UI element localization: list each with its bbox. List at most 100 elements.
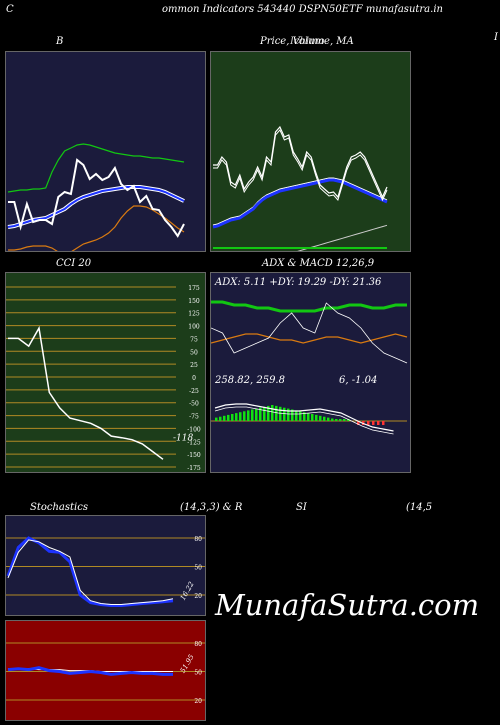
cci-tick-label: 25 — [190, 362, 198, 369]
adx-panel: ADX: 5.11 +DY: 19.29 -DY: 21.36 258.82, … — [210, 272, 411, 473]
price-ma-blue — [212, 178, 388, 229]
price-panel — [210, 51, 411, 295]
macd-histogram-bar — [339, 419, 342, 421]
price-line-shadow — [213, 129, 388, 202]
macd-signal-line — [214, 406, 394, 435]
adx-title: ADX & MACD 12,26,9 — [262, 258, 375, 269]
macd-histogram-bar — [255, 408, 258, 421]
macd-histogram-bar — [275, 405, 278, 421]
bollinger-panel — [5, 51, 206, 255]
cci-title: CCI 20 — [56, 258, 92, 269]
cci-tick-label: 150 — [188, 298, 200, 305]
macd-histogram-bar-neg — [367, 421, 370, 425]
cci-line — [8, 325, 164, 460]
macd-histogram-bar — [239, 412, 242, 421]
macd-histogram-bar — [271, 405, 274, 421]
macd-histogram-bar — [279, 406, 282, 421]
macd-histogram-bar-neg — [372, 421, 375, 425]
macd-histogram-bar — [243, 411, 246, 421]
macd-histogram-bar — [327, 417, 330, 421]
rsi-panel: 80 50 20 51.95 — [5, 620, 206, 721]
stochastics-d-line — [7, 539, 174, 605]
macd-histogram-bar — [259, 407, 262, 421]
macd-histogram-bar-neg — [382, 421, 385, 425]
adx-values: ADX: 5.11 +DY: 19.29 -DY: 21.36 — [215, 277, 382, 288]
adx-di-minus — [210, 333, 408, 344]
rsi-params: (14,5 — [406, 502, 433, 513]
stochastics-tick-label: 80 — [194, 536, 202, 543]
header-right-letter: I — [494, 32, 498, 43]
bollinger-lower-band — [8, 205, 185, 255]
adx-line — [211, 300, 407, 313]
cci-tick-label: -75 — [189, 414, 199, 421]
bollinger-chart — [7, 143, 185, 255]
rsi-tick-label: 20 — [194, 698, 202, 705]
cci-tick-label: 50 — [190, 349, 198, 356]
macd-histogram-bar — [347, 419, 350, 421]
cci-tick-label: -150 — [187, 452, 201, 459]
macd-histogram-bar-neg — [377, 421, 380, 425]
cci-tick-label: -175 — [187, 465, 201, 472]
bollinger-mid-band — [7, 186, 185, 228]
cci-tick-label: 75 — [190, 336, 198, 343]
cci-tick-label: -125 — [187, 439, 201, 446]
macd-histogram-bar — [311, 414, 314, 421]
macd-histogram-bar — [323, 416, 326, 421]
cci-panel: 175 150 125 100 75 50 25 0 -25 -50 -75 -100 -125 -150… — [5, 272, 206, 473]
macd-histogram-bar — [295, 410, 298, 421]
cci-chart: 175 150 125 100 75 50 25 0 -25 -50 -75 -100 -125 -150… — [6, 285, 201, 472]
rsi-line — [7, 666, 173, 676]
macd-histogram-bar — [303, 412, 306, 421]
macd-histogram-bar — [251, 409, 254, 421]
stochastics-params: (14,3,3) & R — [180, 502, 243, 513]
macd-histogram-bar — [219, 416, 222, 421]
price-title: Price, Volume, MA — [260, 36, 354, 47]
price-chart — [212, 125, 388, 295]
cci-tick-label: -100 — [187, 426, 201, 433]
macd-histogram-bar — [291, 409, 294, 421]
watermark-logo: MunafaSutra.com — [215, 588, 480, 622]
macd-histogram-bar — [247, 410, 250, 421]
rsi-tick-label: 50 — [194, 670, 202, 677]
adx-di-plus — [210, 302, 408, 364]
cci-tick-label: 100 — [188, 324, 200, 331]
adx-chart — [210, 300, 408, 435]
macd-histogram-bar — [307, 413, 310, 421]
macd-histogram-bar — [263, 406, 266, 421]
macd-histogram-bar — [315, 414, 318, 421]
macd-histogram-bar — [215, 417, 218, 421]
header-left-letter: C — [6, 4, 14, 15]
stochastics-tick-label: 20 — [194, 593, 202, 600]
cci-last-value: -118 — [173, 434, 193, 444]
macd-values: 258.82, 259.8 — [215, 375, 285, 386]
stochastics-tick-label: 50 — [194, 565, 202, 572]
macd-histogram-bar — [267, 405, 270, 421]
macd-histogram-bar — [283, 407, 286, 421]
macd-histogram-bar — [235, 413, 238, 421]
macd-histogram-bar — [227, 414, 230, 421]
macd-histogram-bar — [343, 419, 346, 421]
cci-tick-label: 125 — [188, 311, 200, 318]
macd-histogram-bar — [223, 415, 226, 421]
macd-line — [214, 403, 394, 432]
price-line — [213, 125, 388, 199]
cci-tick-label: -50 — [189, 401, 199, 408]
stochastics-panel: 80 50 20 16.22 — [5, 515, 206, 616]
macd-histogram-bar — [231, 414, 234, 421]
macd-histogram-bar — [287, 408, 290, 421]
header-title: ommon Indicators 543440 DSPN50ETF munafa… — [162, 4, 443, 15]
macd-histogram-bar — [331, 418, 334, 421]
bollinger-price-line — [8, 158, 185, 238]
macd-histogram-bar — [319, 415, 322, 421]
macd-histogram-bar — [335, 419, 338, 421]
bollinger-upper-band — [7, 143, 185, 193]
macd-histogram-bar-neg — [357, 421, 360, 425]
stochastics-title: Stochastics — [30, 502, 88, 513]
cci-tick-label: 0 — [192, 375, 196, 382]
macd-values-right: 6, -1.04 — [339, 375, 378, 386]
rsi-tick-label: 80 — [194, 641, 202, 648]
cci-tick-label: 175 — [188, 285, 200, 292]
bollinger-title: B — [56, 36, 64, 47]
